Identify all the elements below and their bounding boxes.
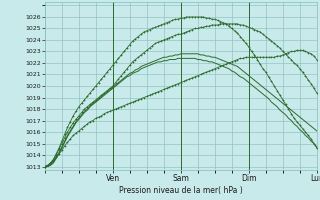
X-axis label: Pression niveau de la mer( hPa ): Pression niveau de la mer( hPa )	[119, 186, 243, 195]
